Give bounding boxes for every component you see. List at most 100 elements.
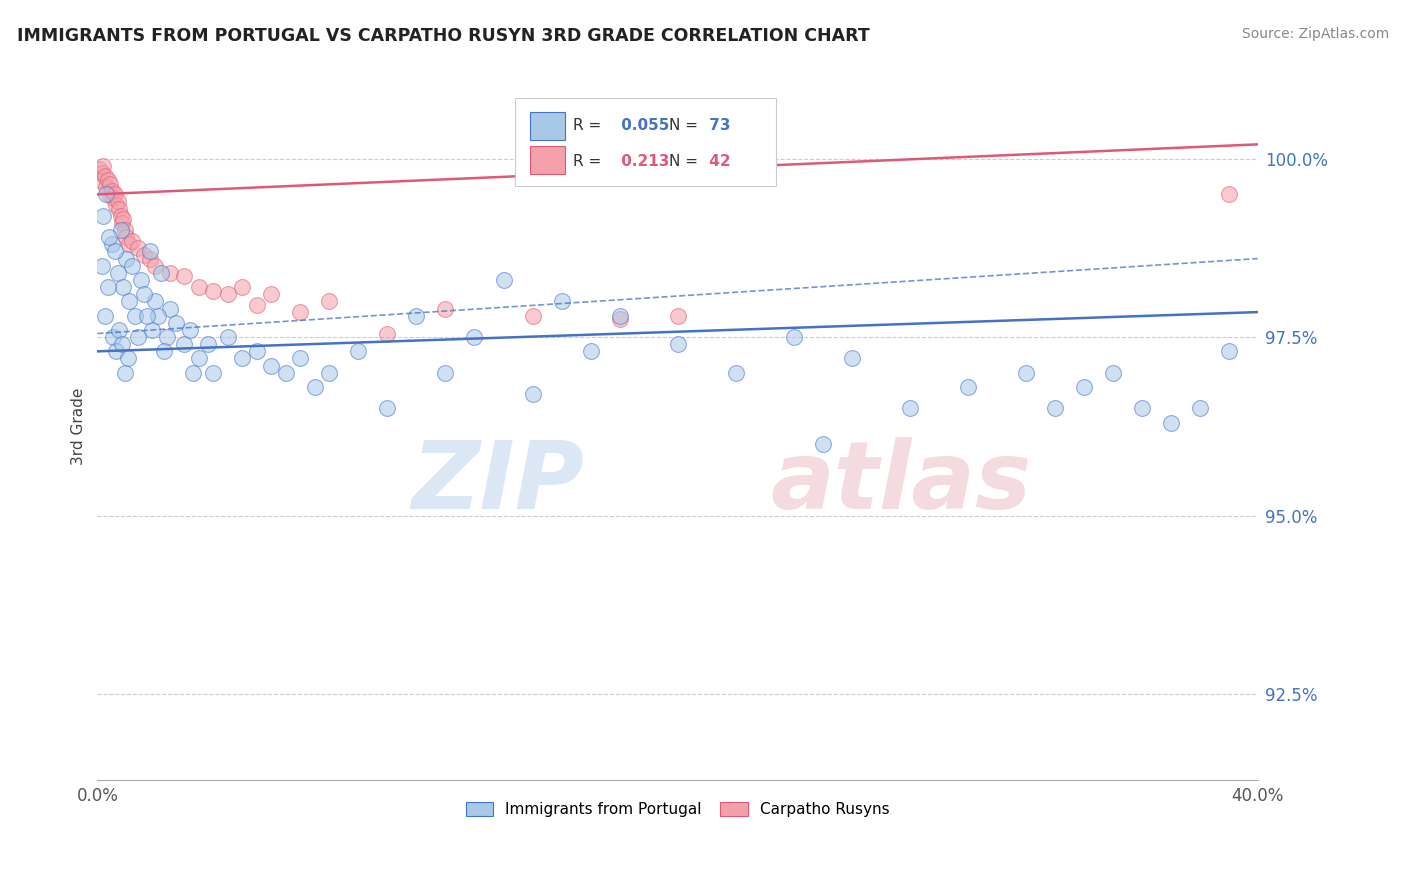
Point	[97, 187, 120, 202]
Point	[159, 301, 181, 316]
Point	[1130, 401, 1153, 416]
Point	[112, 280, 135, 294]
Point	[107, 266, 129, 280]
Point	[121, 234, 143, 248]
Point	[609, 312, 631, 326]
Point	[231, 351, 253, 366]
Point	[110, 209, 132, 223]
Legend: Immigrants from Portugal, Carpatho Rusyns: Immigrants from Portugal, Carpatho Rusyn…	[458, 795, 897, 825]
Point	[202, 366, 225, 380]
Point	[377, 401, 399, 416]
Point	[148, 309, 170, 323]
Point	[117, 351, 139, 366]
Point	[197, 337, 219, 351]
Point	[138, 252, 160, 266]
Point	[1073, 380, 1095, 394]
Point	[93, 309, 115, 323]
Point	[150, 266, 173, 280]
Point	[159, 266, 181, 280]
Point	[550, 294, 572, 309]
Point	[105, 198, 128, 212]
Point	[118, 294, 141, 309]
Point	[187, 351, 209, 366]
Point	[181, 366, 204, 380]
Text: N =: N =	[669, 153, 699, 169]
Point	[90, 166, 112, 180]
Point	[104, 244, 127, 259]
Point	[127, 330, 149, 344]
Point	[1218, 344, 1240, 359]
Point	[153, 344, 176, 359]
Point	[318, 366, 340, 380]
Point	[347, 344, 370, 359]
Point	[90, 259, 112, 273]
Point	[898, 401, 921, 416]
Point	[104, 187, 127, 202]
Point	[108, 202, 131, 216]
Point	[217, 287, 239, 301]
Point	[107, 194, 129, 209]
Point	[1015, 366, 1038, 380]
Point	[96, 173, 118, 187]
Point	[1160, 416, 1182, 430]
Point	[118, 237, 141, 252]
Point	[111, 337, 134, 351]
Point	[304, 380, 326, 394]
Point	[103, 330, 125, 344]
Point	[1043, 401, 1066, 416]
Point	[132, 248, 155, 262]
Text: N =: N =	[669, 119, 699, 134]
Point	[145, 294, 167, 309]
Text: 0.213: 0.213	[616, 153, 669, 169]
Point	[127, 241, 149, 255]
Point	[87, 162, 110, 177]
Text: atlas: atlas	[770, 437, 1032, 529]
Point	[121, 259, 143, 273]
Point	[94, 180, 117, 194]
Point	[173, 269, 195, 284]
Point	[100, 177, 122, 191]
Point	[110, 223, 132, 237]
Point	[260, 359, 283, 373]
Point	[135, 309, 157, 323]
Text: IMMIGRANTS FROM PORTUGAL VS CARPATHO RUSYN 3RD GRADE CORRELATION CHART: IMMIGRANTS FROM PORTUGAL VS CARPATHO RUS…	[17, 27, 870, 45]
Point	[1188, 401, 1211, 416]
Point	[165, 316, 187, 330]
Point	[231, 280, 253, 294]
Point	[111, 216, 134, 230]
Text: 73: 73	[704, 119, 731, 134]
Point	[132, 287, 155, 301]
Point	[666, 337, 689, 351]
Point	[434, 301, 457, 316]
Point	[811, 437, 834, 451]
Point	[141, 323, 163, 337]
Point	[290, 351, 312, 366]
Point	[579, 344, 602, 359]
Point	[115, 230, 138, 244]
Point	[1218, 187, 1240, 202]
Point	[405, 309, 427, 323]
Y-axis label: 3rd Grade: 3rd Grade	[72, 388, 86, 465]
Text: R =: R =	[574, 153, 602, 169]
Text: ZIP: ZIP	[412, 437, 585, 529]
Point	[217, 330, 239, 344]
Point	[522, 387, 544, 401]
Point	[666, 309, 689, 323]
Point	[1101, 366, 1123, 380]
Text: R =: R =	[574, 119, 602, 134]
Point	[115, 252, 138, 266]
Point	[94, 187, 117, 202]
Point	[260, 287, 283, 301]
Point	[246, 344, 269, 359]
Point	[96, 280, 118, 294]
Point	[101, 184, 124, 198]
Point	[187, 280, 209, 294]
Point	[179, 323, 201, 337]
Point	[101, 237, 124, 252]
Point	[112, 212, 135, 227]
Point	[114, 223, 136, 237]
Point	[129, 273, 152, 287]
Point	[290, 305, 312, 319]
Point	[91, 209, 114, 223]
Point	[97, 230, 120, 244]
